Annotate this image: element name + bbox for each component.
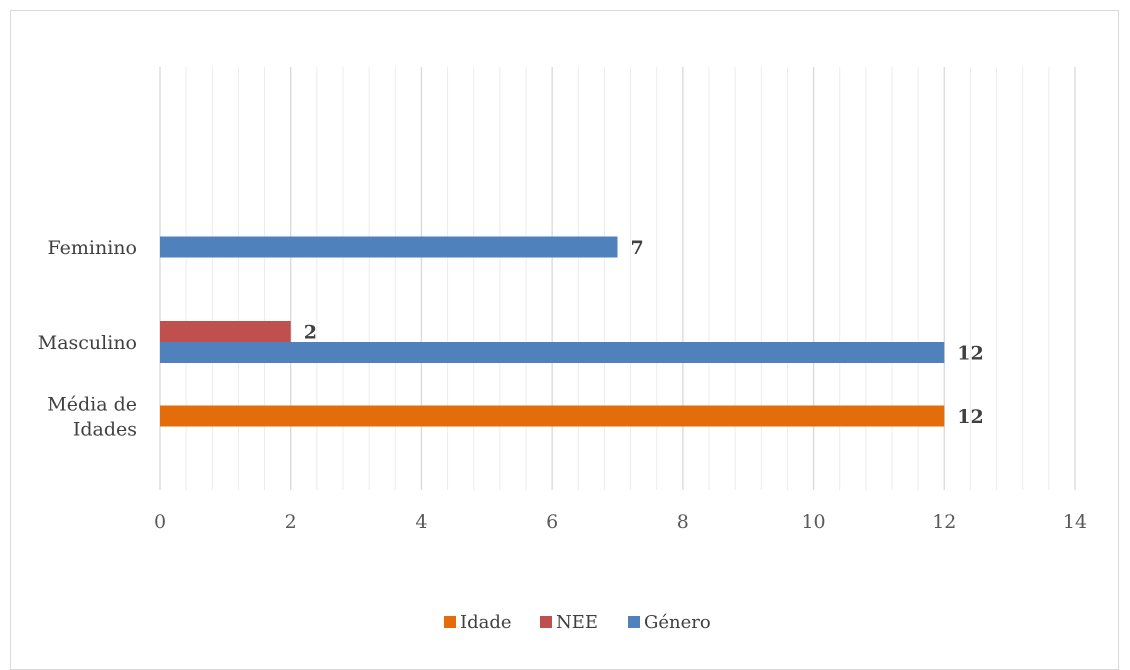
category-label: Média de <box>47 394 137 416</box>
bar-g-nero <box>160 342 945 363</box>
x-tick-label: 0 <box>154 511 166 533</box>
legend-label: Idade <box>460 612 512 633</box>
category-label: Masculino <box>38 332 137 354</box>
legend-label: Género <box>644 612 711 633</box>
category-label: Feminino <box>48 237 137 259</box>
bar-nee <box>160 321 291 342</box>
legend-label: NEE <box>556 612 598 633</box>
x-tick-label: 6 <box>546 511 558 533</box>
category-label: Idades <box>73 419 137 441</box>
x-tick-label: 8 <box>677 511 689 533</box>
x-tick-label: 4 <box>415 511 427 533</box>
bars <box>160 236 945 427</box>
bar-g-nero <box>160 236 618 258</box>
value-axis: 0 2 4 6 8 10 12 14 <box>154 511 1087 533</box>
legend-swatch-idade <box>444 616 456 628</box>
legend-swatch-g-nero <box>628 616 640 628</box>
legend: Idade NEE Género <box>444 612 711 633</box>
x-tick-label: 12 <box>932 511 956 533</box>
data-label: 12 <box>957 343 983 365</box>
data-label: 7 <box>631 237 644 259</box>
legend-swatch-nee <box>540 616 552 628</box>
category-axis: Média de Idades Masculino Feminino <box>38 237 137 441</box>
data-label: 2 <box>304 322 317 344</box>
x-tick-label: 10 <box>801 511 825 533</box>
data-labels: 12 2 12 7 <box>304 237 984 428</box>
gridlines <box>159 67 1076 490</box>
x-tick-label: 2 <box>285 511 297 533</box>
data-label: 12 <box>957 406 983 428</box>
bar-idade <box>160 405 945 427</box>
x-tick-label: 14 <box>1063 511 1087 533</box>
